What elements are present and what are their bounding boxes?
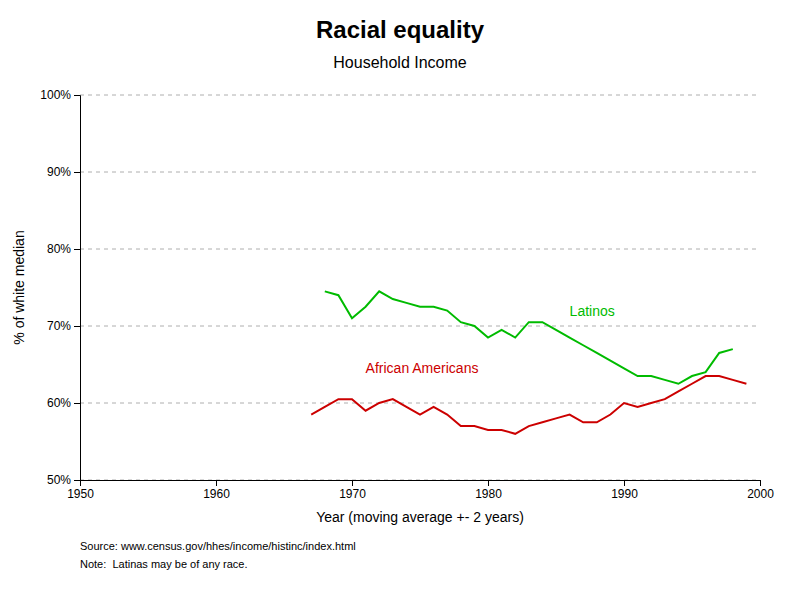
grid-line	[80, 249, 760, 250]
x-axis: 1950 1960 1970 1980 1990 2000	[67, 480, 774, 501]
tick-label: 70%	[47, 319, 71, 333]
grid-line	[80, 326, 760, 327]
axis-line	[74, 96, 81, 481]
grid-line	[80, 172, 760, 173]
source: Source: www.census.gov/hhes/income/histi…	[80, 540, 356, 552]
tick-label: 90%	[47, 165, 71, 179]
tick-mark	[74, 172, 80, 173]
grid-line	[80, 95, 760, 96]
subtitle: Household Income	[333, 54, 467, 71]
tick: 50%	[47, 473, 80, 487]
tick: 1990	[611, 480, 638, 501]
tick: 90%	[47, 165, 80, 179]
tick: 1970	[339, 480, 366, 501]
tick: 1980	[475, 480, 502, 501]
tick-label: 1960	[203, 487, 230, 501]
tick-label: 2000	[747, 487, 774, 501]
annotation: Latinos	[570, 303, 615, 319]
line	[325, 291, 733, 383]
annotation: African Americans	[366, 360, 479, 376]
title: Racial equality	[316, 16, 485, 43]
tick-mark	[760, 480, 761, 486]
tick-label: 1950	[67, 487, 94, 501]
tick-label: 1970	[339, 487, 366, 501]
tick-label: 1980	[475, 487, 502, 501]
note: Note: Latinas may be of any race.	[80, 558, 248, 570]
tick-label: 80%	[47, 242, 71, 256]
tick-mark	[352, 480, 353, 486]
chart: 1950 1960 1970 1980 1990 2000 50% 60% 70% 80% 90% 1…	[0, 0, 800, 600]
tick-mark	[74, 95, 80, 96]
axis-line	[81, 481, 761, 487]
grid-line	[80, 403, 760, 404]
tick-label: 100%	[40, 88, 71, 102]
tick: 2000	[747, 480, 774, 501]
tick: 60%	[47, 396, 80, 410]
annotations: Latinos African Americans	[366, 303, 615, 377]
y-axis: 50% 60% 70% 80% 90% 100%	[40, 88, 80, 487]
x-axis-title: Year (moving average +- 2 years)	[316, 509, 524, 525]
tick-mark	[216, 480, 217, 486]
tick: 70%	[47, 319, 80, 333]
tick: 1960	[203, 480, 230, 501]
tick: 1950	[67, 480, 94, 501]
tick: 80%	[47, 242, 80, 256]
tick-mark	[74, 480, 80, 481]
tick: 100%	[40, 88, 80, 102]
tick-mark	[74, 326, 80, 327]
tick-label: 1990	[611, 487, 638, 501]
line	[311, 376, 746, 434]
tick-mark	[74, 403, 80, 404]
tick-mark	[624, 480, 625, 486]
lines	[311, 291, 746, 433]
tick-mark	[488, 480, 489, 486]
tick-label: 50%	[47, 473, 71, 487]
tick-label: 60%	[47, 396, 71, 410]
grid	[80, 95, 760, 480]
tick-mark	[74, 249, 80, 250]
plot-area: 1950 1960 1970 1980 1990 2000 50% 60% 70% 80% 90% 1…	[40, 88, 774, 500]
y-axis-title: % of white median	[11, 230, 27, 344]
